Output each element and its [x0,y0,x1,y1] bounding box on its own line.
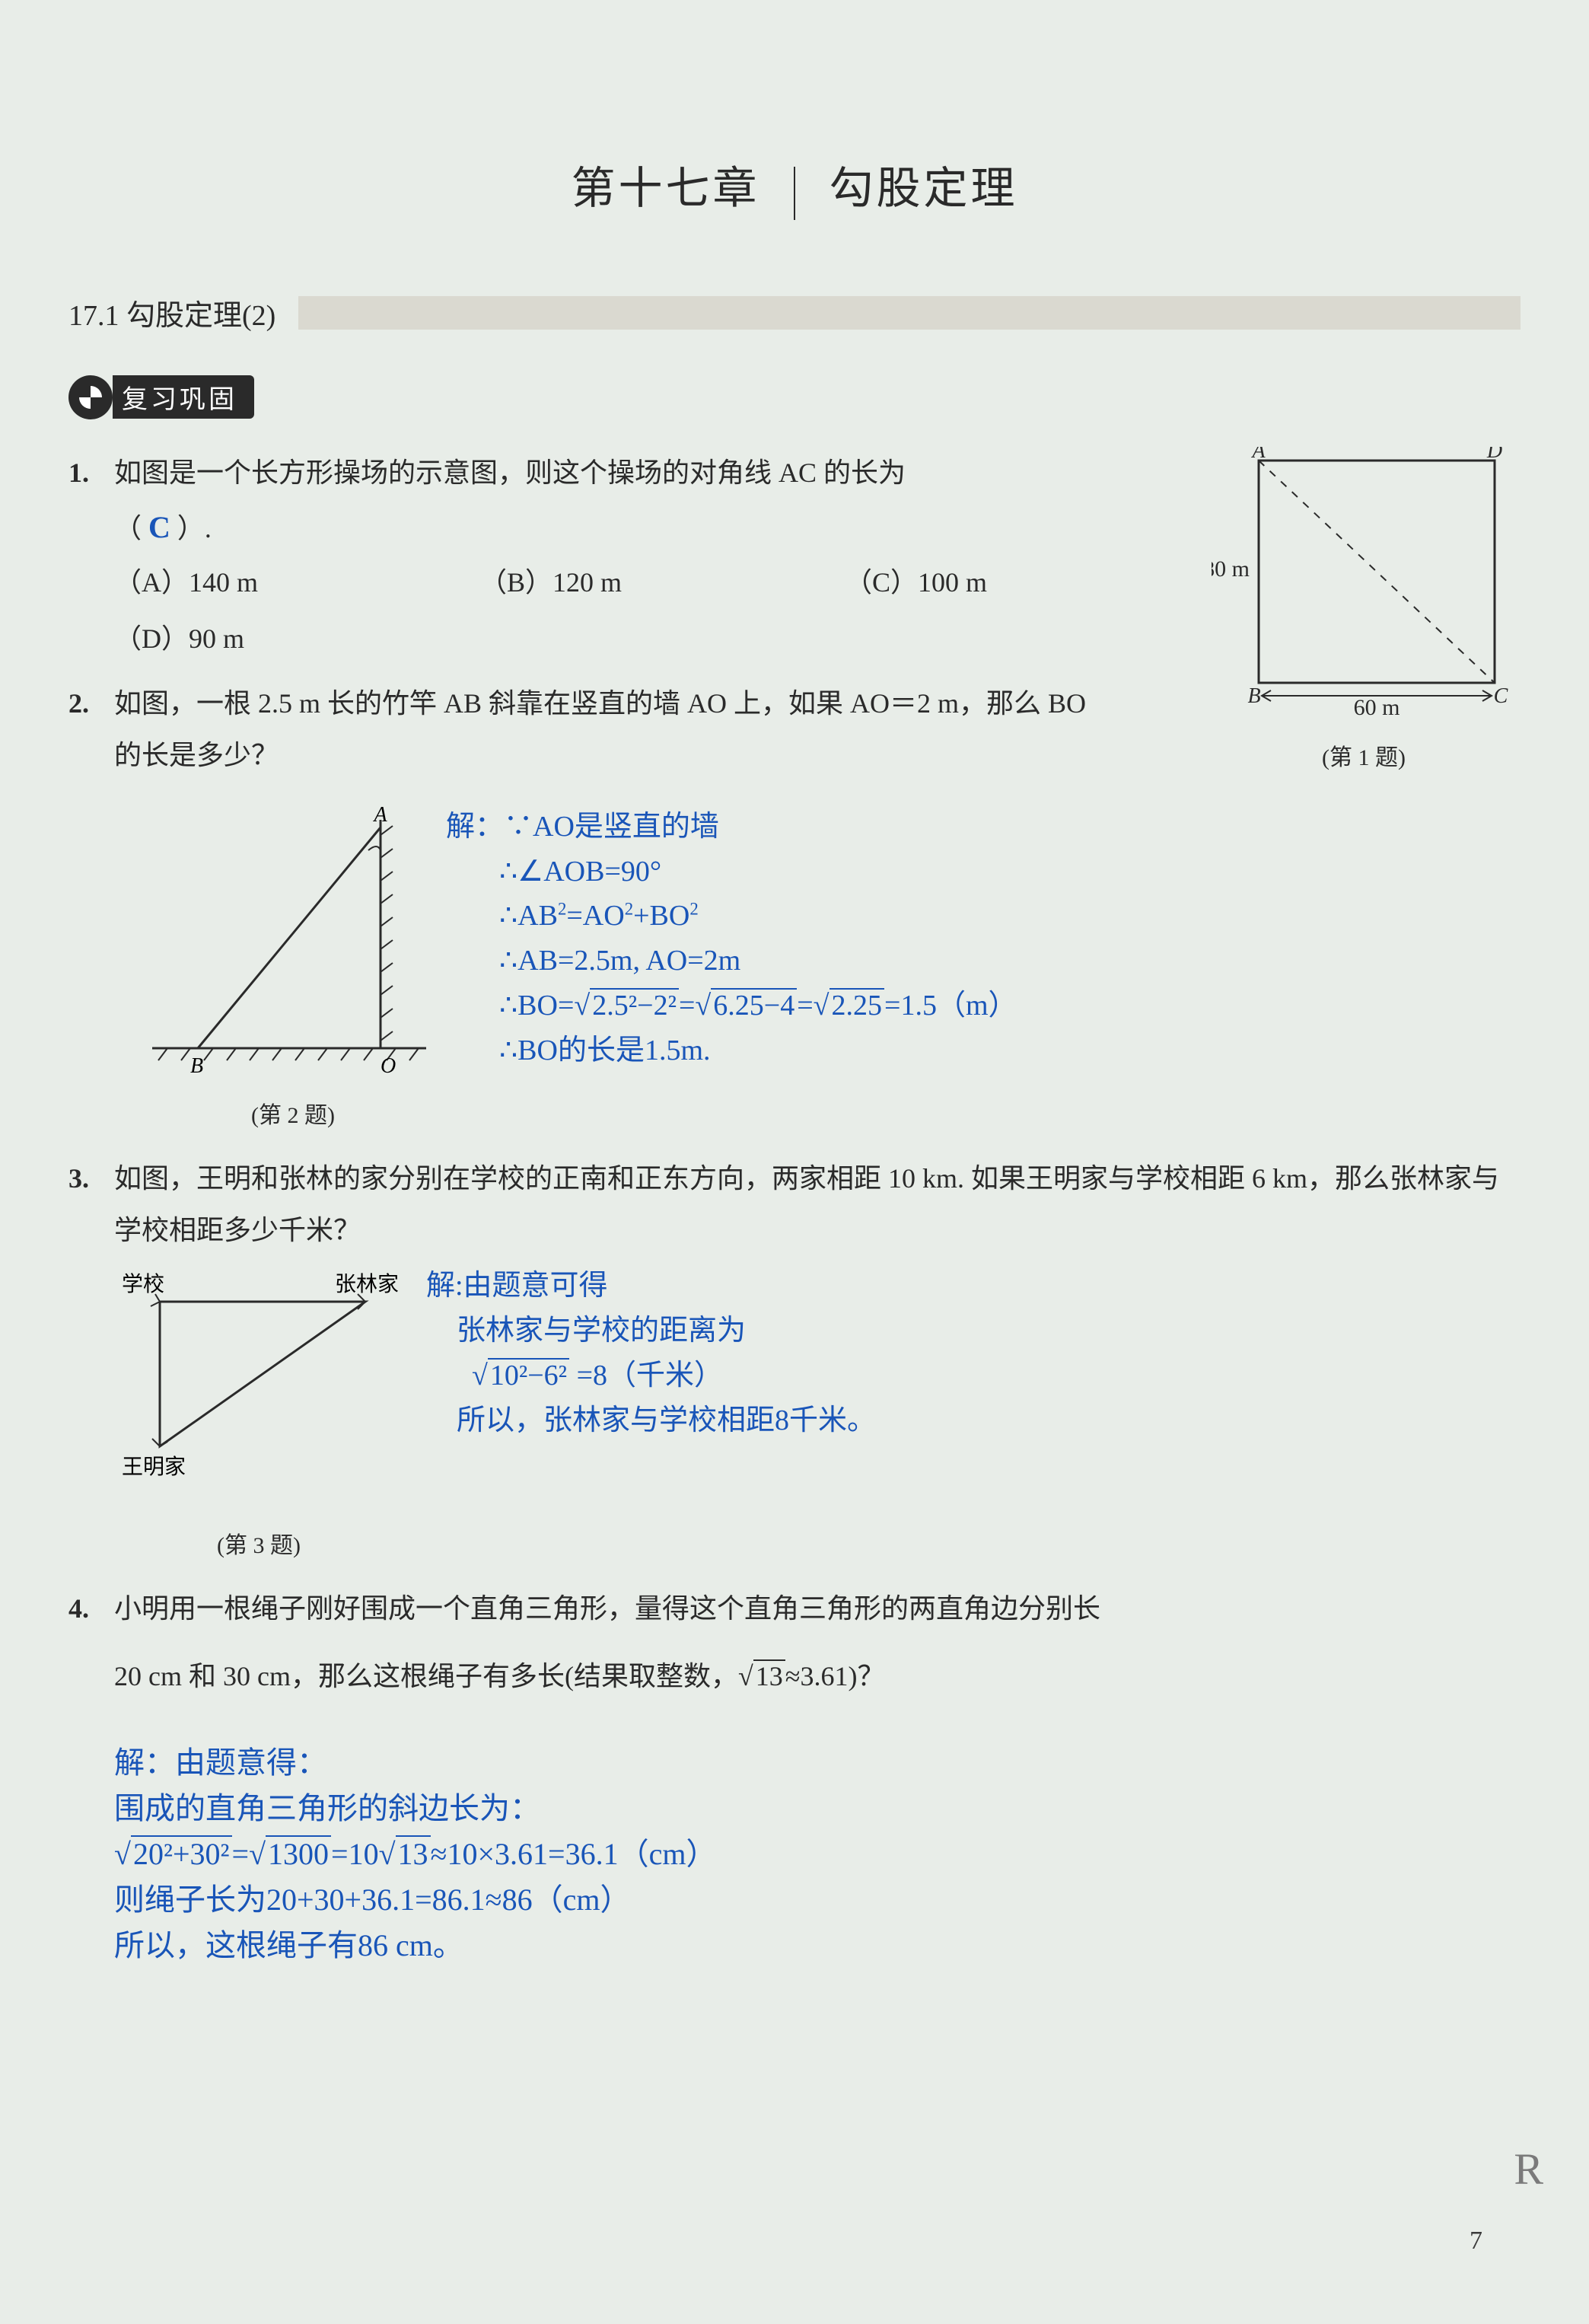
sol4-line2: 围成的直角三角形的斜边长为： [114,1786,1521,1831]
problem-4-number: 4. [68,1583,114,1702]
paren-left: （ [114,513,142,544]
problem-4-solution: 解：由题意得： 围成的直角三角形的斜边长为： 20²+30²=1300=1013… [114,1740,1521,1969]
sol2-line4: ∴AB=2.5m, AO=2m [446,939,1521,983]
chapter-divider [794,167,795,220]
paren-right: ）. [177,513,212,544]
problem-2-text: 如图，一根 2.5 m 长的竹竿 AB 斜靠在竖直的墙 AO 上，如果 AO＝2… [114,677,1103,782]
figure-2-svg: A B O [152,805,434,1079]
figure-2-caption: (第 2 题) [152,1096,434,1130]
page-number: 7 [1470,2227,1482,2255]
problem-3-solution: 解:由题意可得 张林家与学校的距离为 10²−6² =8（千米） 所以，张林家与… [426,1264,1521,1443]
svg-text:学校: 学校 [122,1272,164,1296]
problem-2-solution: 解：∵AO是竖直的墙 ∴∠AOB=90° ∴AB2=AO2+BO2 ∴AB=2.… [446,805,1521,1073]
problem-4: 4. 小明用一根绳子刚好围成一个直角三角形，量得这个直角三角形的两直角边分别长 … [68,1583,1521,1702]
sol2-line6: ∴BO的长是1.5m. [446,1028,1521,1073]
problem-2-row: A B O (第 2 题) 解：∵AO是竖直的墙 ∴∠AOB=90° ∴AB2=… [68,805,1521,1130]
svg-text:A: A [372,805,387,827]
problem-1-stem: 如图是一个长方形操场的示意图，则这个操场的对角线 AC 的长为 [114,457,906,488]
sol4-line4: 则绳子长为20+30+36.1=86.1≈86（cm） [114,1877,1521,1923]
section-title-bar: 17.1 勾股定理(2) [68,296,1521,330]
sol3-line2: 张林家与学校的距离为 [426,1309,1521,1353]
sol2-line3: ∴AB2=AO2+BO2 [446,894,1521,939]
chapter-header: 第十七章 勾股定理 [68,152,1521,220]
problem-2: 2. 如图，一根 2.5 m 长的竹竿 AB 斜靠在竖直的墙 AO 上，如果 A… [68,677,1521,782]
problem-3-text: 如图，王明和张林的家分别在学校的正南和正东方向，两家相距 10 km. 如果王明… [114,1152,1521,1257]
choice-d: （D）90 m [114,613,479,665]
sol3-line3: 10²−6² =8（千米） [426,1353,1521,1398]
figure-2: A B O (第 2 题) [152,805,434,1130]
problem-1: 1. 如图是一个长方形操场的示意图，则这个操场的对角线 AC 的长为 （ C ）… [68,447,1521,670]
badge-label: 复习巩固 [113,375,254,419]
sol3-line4: 所以，张林家与学校相距8千米。 [426,1398,1521,1443]
sol2-line1: 解：∵AO是竖直的墙 [446,805,1521,850]
sol2-line5: ∴BO=2.5²−2²=6.25−4=2.25=1.5（m） [446,983,1521,1028]
problem-1-answer: C [148,510,170,544]
figure-3-svg: 学校 张林家 王明家 [114,1264,403,1492]
section-title: 17.1 勾股定理(2) [68,292,298,333]
svg-text:O: O [381,1054,396,1078]
sol3-line1: 解:由题意可得 [426,1264,1521,1309]
problem-1-choices: （A）140 m （B）120 m （C）100 m （D）90 m [114,556,1521,670]
svg-text:王明家: 王明家 [122,1455,186,1479]
sol4-line5: 所以，这根绳子有86 cm。 [114,1923,1521,1969]
figure-3: 学校 张林家 王明家 (第 3 题) [114,1264,403,1560]
sol4-line1: 解：由题意得： [114,1740,1521,1786]
svg-text:B: B [190,1054,203,1078]
problem-2-number: 2. [68,677,114,782]
sol2-line2: ∴∠AOB=90° [446,850,1521,894]
problem-3-number: 3. [68,1152,114,1257]
problem-3-row: 学校 张林家 王明家 (第 3 题) 解:由题意可得 张林家与学校的距离为 10… [114,1264,1521,1560]
problem-4-text-a: 小明用一根绳子刚好围成一个直角三角形，量得这个直角三角形的两直角边分别长 [114,1583,1521,1634]
review-badge: 复习巩固 [68,375,1521,419]
problem-1-text: 如图是一个长方形操场的示意图，则这个操场的对角线 AC 的长为 （ C ）. [114,447,1103,556]
choice-b: （B）120 m [479,556,845,608]
svg-text:张林家: 张林家 [335,1272,399,1296]
sol4-line3: 20²+30²=1300=1013≈10×3.61=36.1（cm） [114,1831,1521,1877]
problem-3: 3. 如图，王明和张林的家分别在学校的正南和正东方向，两家相距 10 km. 如… [68,1152,1521,1257]
aperture-icon [68,375,113,419]
problem-1-number: 1. [68,447,114,670]
choice-a: （A）140 m [114,556,479,608]
chapter-title: 勾股定理 [830,164,1018,213]
chapter-number: 第十七章 [571,164,759,213]
corner-mark: R [1514,2144,1543,2195]
choice-c: （C）100 m [845,556,1210,608]
figure-3-caption: (第 3 题) [114,1526,403,1560]
problem-4-text-b: 20 cm 和 30 cm，那么这根绳子有多长(结果取整数，13≈3.61)？ [114,1650,1521,1702]
